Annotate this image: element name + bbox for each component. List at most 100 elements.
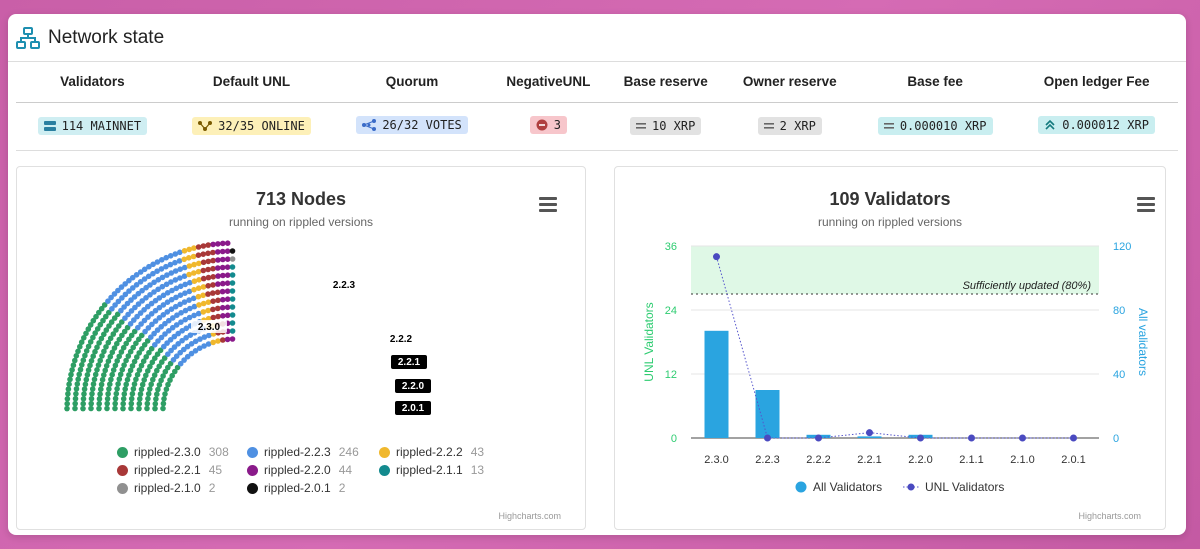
- node-seat: [139, 298, 145, 304]
- unl-point[interactable]: [815, 434, 822, 442]
- unl-point[interactable]: [917, 434, 924, 442]
- node-seat: [104, 405, 110, 412]
- node-seat: [229, 272, 236, 278]
- nodes-chart-title: 713 Nodes: [255, 189, 347, 209]
- node-seat: [153, 396, 159, 402]
- node-seat: [89, 391, 95, 397]
- node-seat: [141, 342, 148, 348]
- node-seat: [192, 338, 199, 345]
- node-seat: [122, 281, 128, 287]
- node-seat: [158, 377, 164, 384]
- node-seat: [172, 268, 179, 274]
- node-seat: [77, 343, 83, 350]
- legend-item[interactable]: rippled-2.2.2 43: [379, 445, 484, 459]
- node-seat: [77, 366, 84, 373]
- bar-all-validators[interactable]: [755, 390, 780, 438]
- legend-item[interactable]: rippled-2.2.0 44: [247, 463, 352, 477]
- legend-item[interactable]: rippled-2.2.3 246: [247, 445, 359, 459]
- node-seat: [182, 290, 188, 296]
- y-right-title: All validators: [1136, 308, 1150, 376]
- node-seat: [188, 341, 195, 347]
- node-seat: [155, 386, 161, 393]
- node-seat: [196, 345, 203, 351]
- node-seat: [215, 265, 221, 271]
- node-seat: [130, 344, 136, 351]
- node-seat: [143, 372, 149, 379]
- node-seat: [82, 381, 89, 388]
- node-seat: [177, 275, 183, 281]
- unl-point[interactable]: [1019, 434, 1026, 442]
- unl-point[interactable]: [1070, 434, 1077, 442]
- chart-menu-button[interactable]: [1137, 197, 1155, 212]
- node-seat: [145, 325, 152, 331]
- legend-item[interactable]: rippled-2.3.0 308: [117, 445, 229, 459]
- node-seat: [111, 345, 118, 351]
- node-seat: [169, 324, 176, 331]
- legend-all-validators[interactable]: All Validators: [795, 480, 883, 494]
- node-seat: [115, 298, 122, 305]
- legend-item[interactable]: rippled-2.1.0 2: [117, 481, 215, 495]
- y-left-tick: 36: [665, 241, 677, 253]
- node-seat: [81, 335, 87, 341]
- node-seat: [160, 373, 166, 379]
- node-seat: [99, 353, 105, 359]
- stat-badge: 0.000012 XRP: [1038, 116, 1155, 134]
- node-seat: [112, 395, 119, 402]
- node-seat: [161, 396, 167, 402]
- node-seat: [179, 328, 185, 334]
- node-seat: [70, 362, 77, 368]
- node-seat: [145, 273, 152, 280]
- version-label: 2.2.2: [383, 332, 419, 345]
- node-seat: [186, 246, 192, 253]
- bar-all-validators[interactable]: [857, 436, 882, 438]
- node-seat: [94, 367, 100, 373]
- node-seat: [205, 299, 212, 305]
- stat-header: Owner reserve: [724, 62, 856, 103]
- chart-credit[interactable]: Highcharts.com: [498, 511, 561, 521]
- node-seat: [139, 381, 146, 388]
- node-seat: [186, 288, 193, 295]
- stat-cell: 0.000012 XRP: [1015, 102, 1178, 151]
- node-seat: [151, 279, 157, 286]
- unl-point[interactable]: [968, 434, 975, 442]
- node-seat: [181, 299, 188, 305]
- node-seat: [158, 324, 164, 330]
- node-seat: [116, 376, 123, 382]
- node-seat: [210, 249, 216, 256]
- node-seat: [190, 295, 197, 302]
- node-seat: [151, 372, 158, 378]
- legend-unl-validators[interactable]: UNL Validators: [903, 480, 1004, 494]
- node-seat: [166, 317, 172, 324]
- node-seat: [137, 269, 144, 275]
- legend-item[interactable]: rippled-2.1.1 13: [379, 463, 484, 477]
- legend-item[interactable]: rippled-2.0.1 2: [247, 481, 345, 495]
- node-seat: [75, 348, 81, 355]
- chart-menu-button[interactable]: [539, 197, 557, 212]
- legend-label: rippled-2.2.0: [264, 463, 331, 477]
- node-seat: [74, 381, 81, 387]
- node-seat: [219, 248, 226, 255]
- unl-point[interactable]: [713, 253, 720, 261]
- node-seat: [148, 334, 154, 340]
- bar-all-validators[interactable]: [704, 330, 729, 438]
- node-seat: [114, 340, 120, 347]
- stat-cell: 32/35 ONLINE: [168, 102, 335, 151]
- node-seat: [229, 264, 236, 270]
- y-right-tick: 80: [1113, 305, 1125, 317]
- chart-credit[interactable]: Highcharts.com: [1078, 511, 1141, 521]
- node-seat: [172, 277, 179, 283]
- unl-point[interactable]: [866, 429, 873, 437]
- node-seat: [200, 251, 206, 257]
- node-seat: [144, 405, 150, 412]
- legend-item[interactable]: rippled-2.2.1 45: [117, 463, 222, 477]
- node-seat: [142, 328, 148, 335]
- unl-point[interactable]: [764, 434, 771, 442]
- node-seat: [184, 343, 191, 350]
- node-seat: [164, 299, 171, 305]
- node-seat: [145, 303, 151, 310]
- node-seat: [200, 292, 206, 299]
- node-seat: [210, 265, 216, 272]
- node-seat: [174, 364, 181, 371]
- node-seat: [167, 377, 173, 383]
- node-seat: [83, 348, 90, 354]
